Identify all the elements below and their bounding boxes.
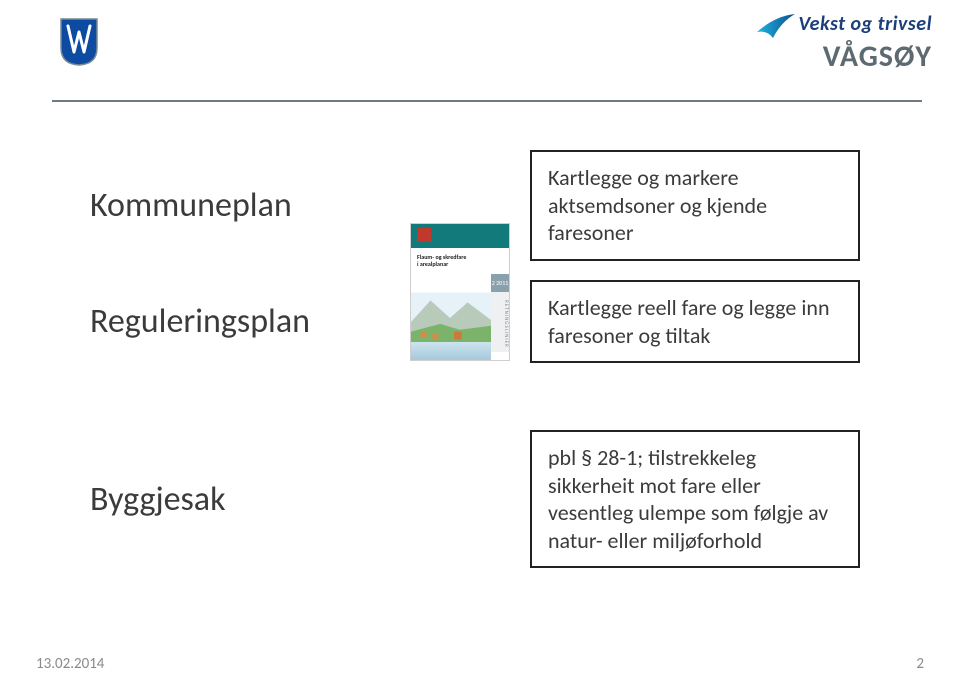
label-byggjesak: Byggjesak xyxy=(90,479,390,520)
row-reguleringsplan: Reguleringsplan Flaum- og skredfare i ar… xyxy=(90,280,890,363)
nve-logo-icon xyxy=(417,228,431,242)
footer-date: 13.02.2014 xyxy=(36,655,104,673)
swoosh-icon xyxy=(755,10,799,40)
header-rule xyxy=(52,100,922,102)
municipal-shield-icon xyxy=(60,18,98,66)
row-byggjesak: Byggjesak pbl § 28-1; tilstrekkeleg sikk… xyxy=(90,430,890,568)
desc-kommuneplan: Kartlegge og markere aktsemdsoner og kje… xyxy=(530,150,860,261)
thumb-water xyxy=(411,342,491,360)
desc-reguleringsplan: Kartlegge reell fare og legge inn fareso… xyxy=(530,280,860,363)
thumb-year-tab: 2 2011 xyxy=(491,274,509,292)
document-thumbnail: Flaum- og skredfare i arealplanar 2 2011… xyxy=(410,223,510,361)
header: Vekst og trivsel VÅGSØY xyxy=(0,0,960,108)
brand-name: VÅGSØY xyxy=(755,38,932,75)
thumb-scene xyxy=(411,292,491,344)
thumb-column: Flaum- og skredfare i arealplanar 2 2011… xyxy=(390,283,530,361)
thumb-title-line2: i arealplanar xyxy=(417,260,448,268)
tagline: Vekst og trivsel xyxy=(755,10,932,40)
label-kommuneplan: Kommuneplan xyxy=(90,185,390,226)
desc-byggjesak: pbl § 28-1; tilstrekkeleg sikkerheit mot… xyxy=(530,430,860,568)
label-reguleringsplan: Reguleringsplan xyxy=(90,301,390,342)
thumb-sideband: RETNINGSLINIER xyxy=(491,292,509,352)
logo-block: Vekst og trivsel VÅGSØY xyxy=(755,10,932,75)
thumb-title: Flaum- og skredfare i arealplanar xyxy=(417,254,466,268)
footer-page-number: 2 xyxy=(916,655,924,673)
tagline-text: Vekst og trivsel xyxy=(798,12,932,36)
slide: Vekst og trivsel VÅGSØY Kommuneplan Kart… xyxy=(0,0,960,689)
